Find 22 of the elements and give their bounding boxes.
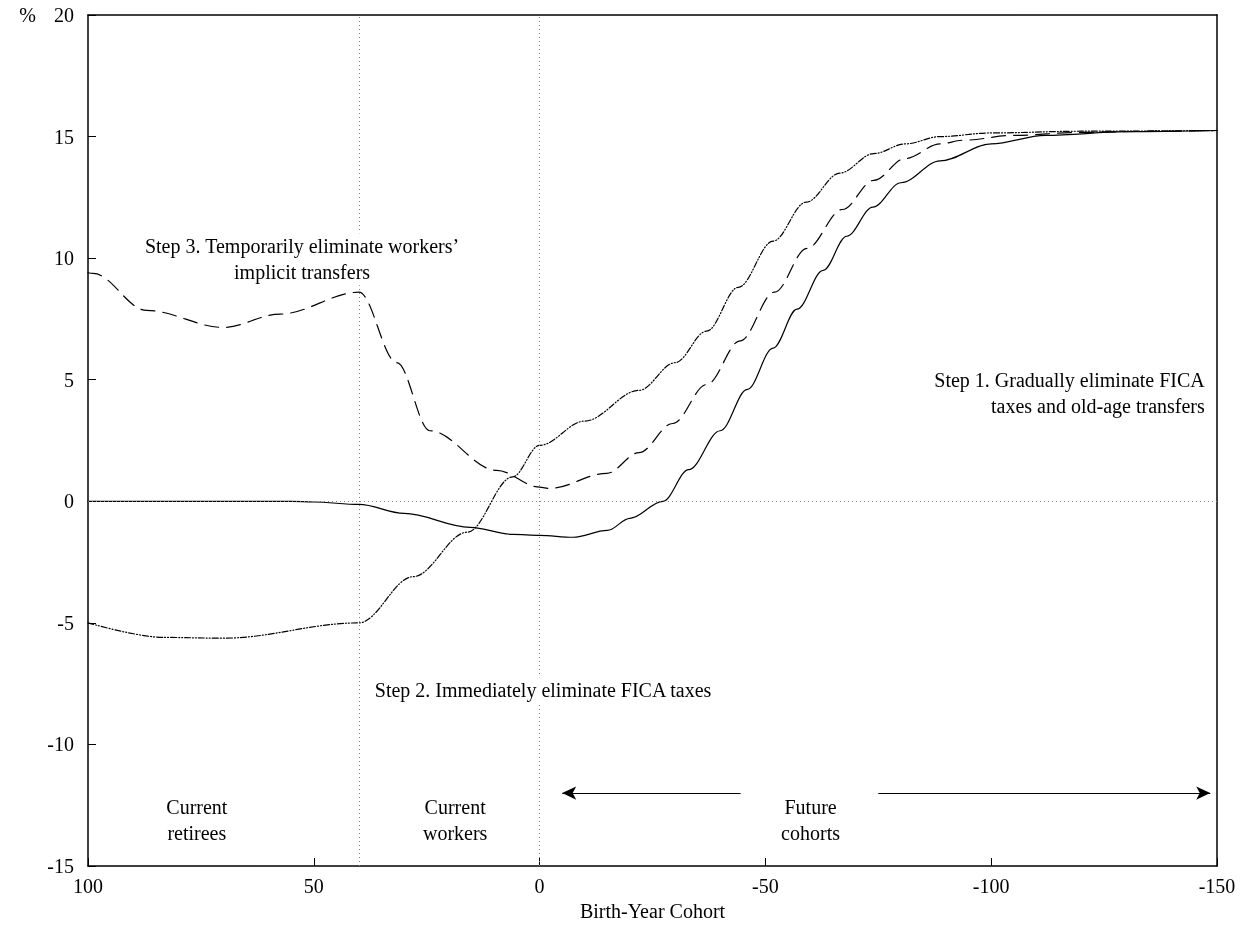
annotation: Current workers (422, 795, 488, 844)
annotation: Current retirees (166, 795, 228, 844)
annotation: Step 2. Immediately eliminate FICA taxes (374, 679, 712, 703)
annotation: Step 1. Gradually eliminate FICA taxes and old-age transfers (934, 369, 1206, 419)
y-tick-label: 20 (54, 4, 74, 26)
x-tick-label: 100 (73, 875, 103, 897)
y-tick-label: -15 (47, 855, 74, 877)
y-tick-label: 0 (64, 490, 74, 513)
x-tick-label: -150 (1198, 875, 1236, 897)
y-axis-title: % (19, 4, 36, 26)
y-tick-label: 5 (64, 368, 74, 391)
annotation: Step 3. Temporarily eliminate workers’ implicit transfers (144, 235, 460, 285)
annotation: Future cohorts (781, 795, 841, 844)
y-tick-label: 10 (54, 247, 74, 270)
y-tick-label: 15 (54, 125, 74, 148)
x-axis-title: Birth-Year Cohort (579, 899, 726, 922)
x-tick-label: 50 (303, 875, 324, 897)
y-tick-label: -10 (47, 733, 74, 756)
y-tick-label: -5 (57, 611, 74, 634)
x-tick-label: 0 (534, 875, 545, 897)
x-tick-label: -50 (752, 875, 779, 897)
x-tick-label: -100 (972, 875, 1010, 897)
